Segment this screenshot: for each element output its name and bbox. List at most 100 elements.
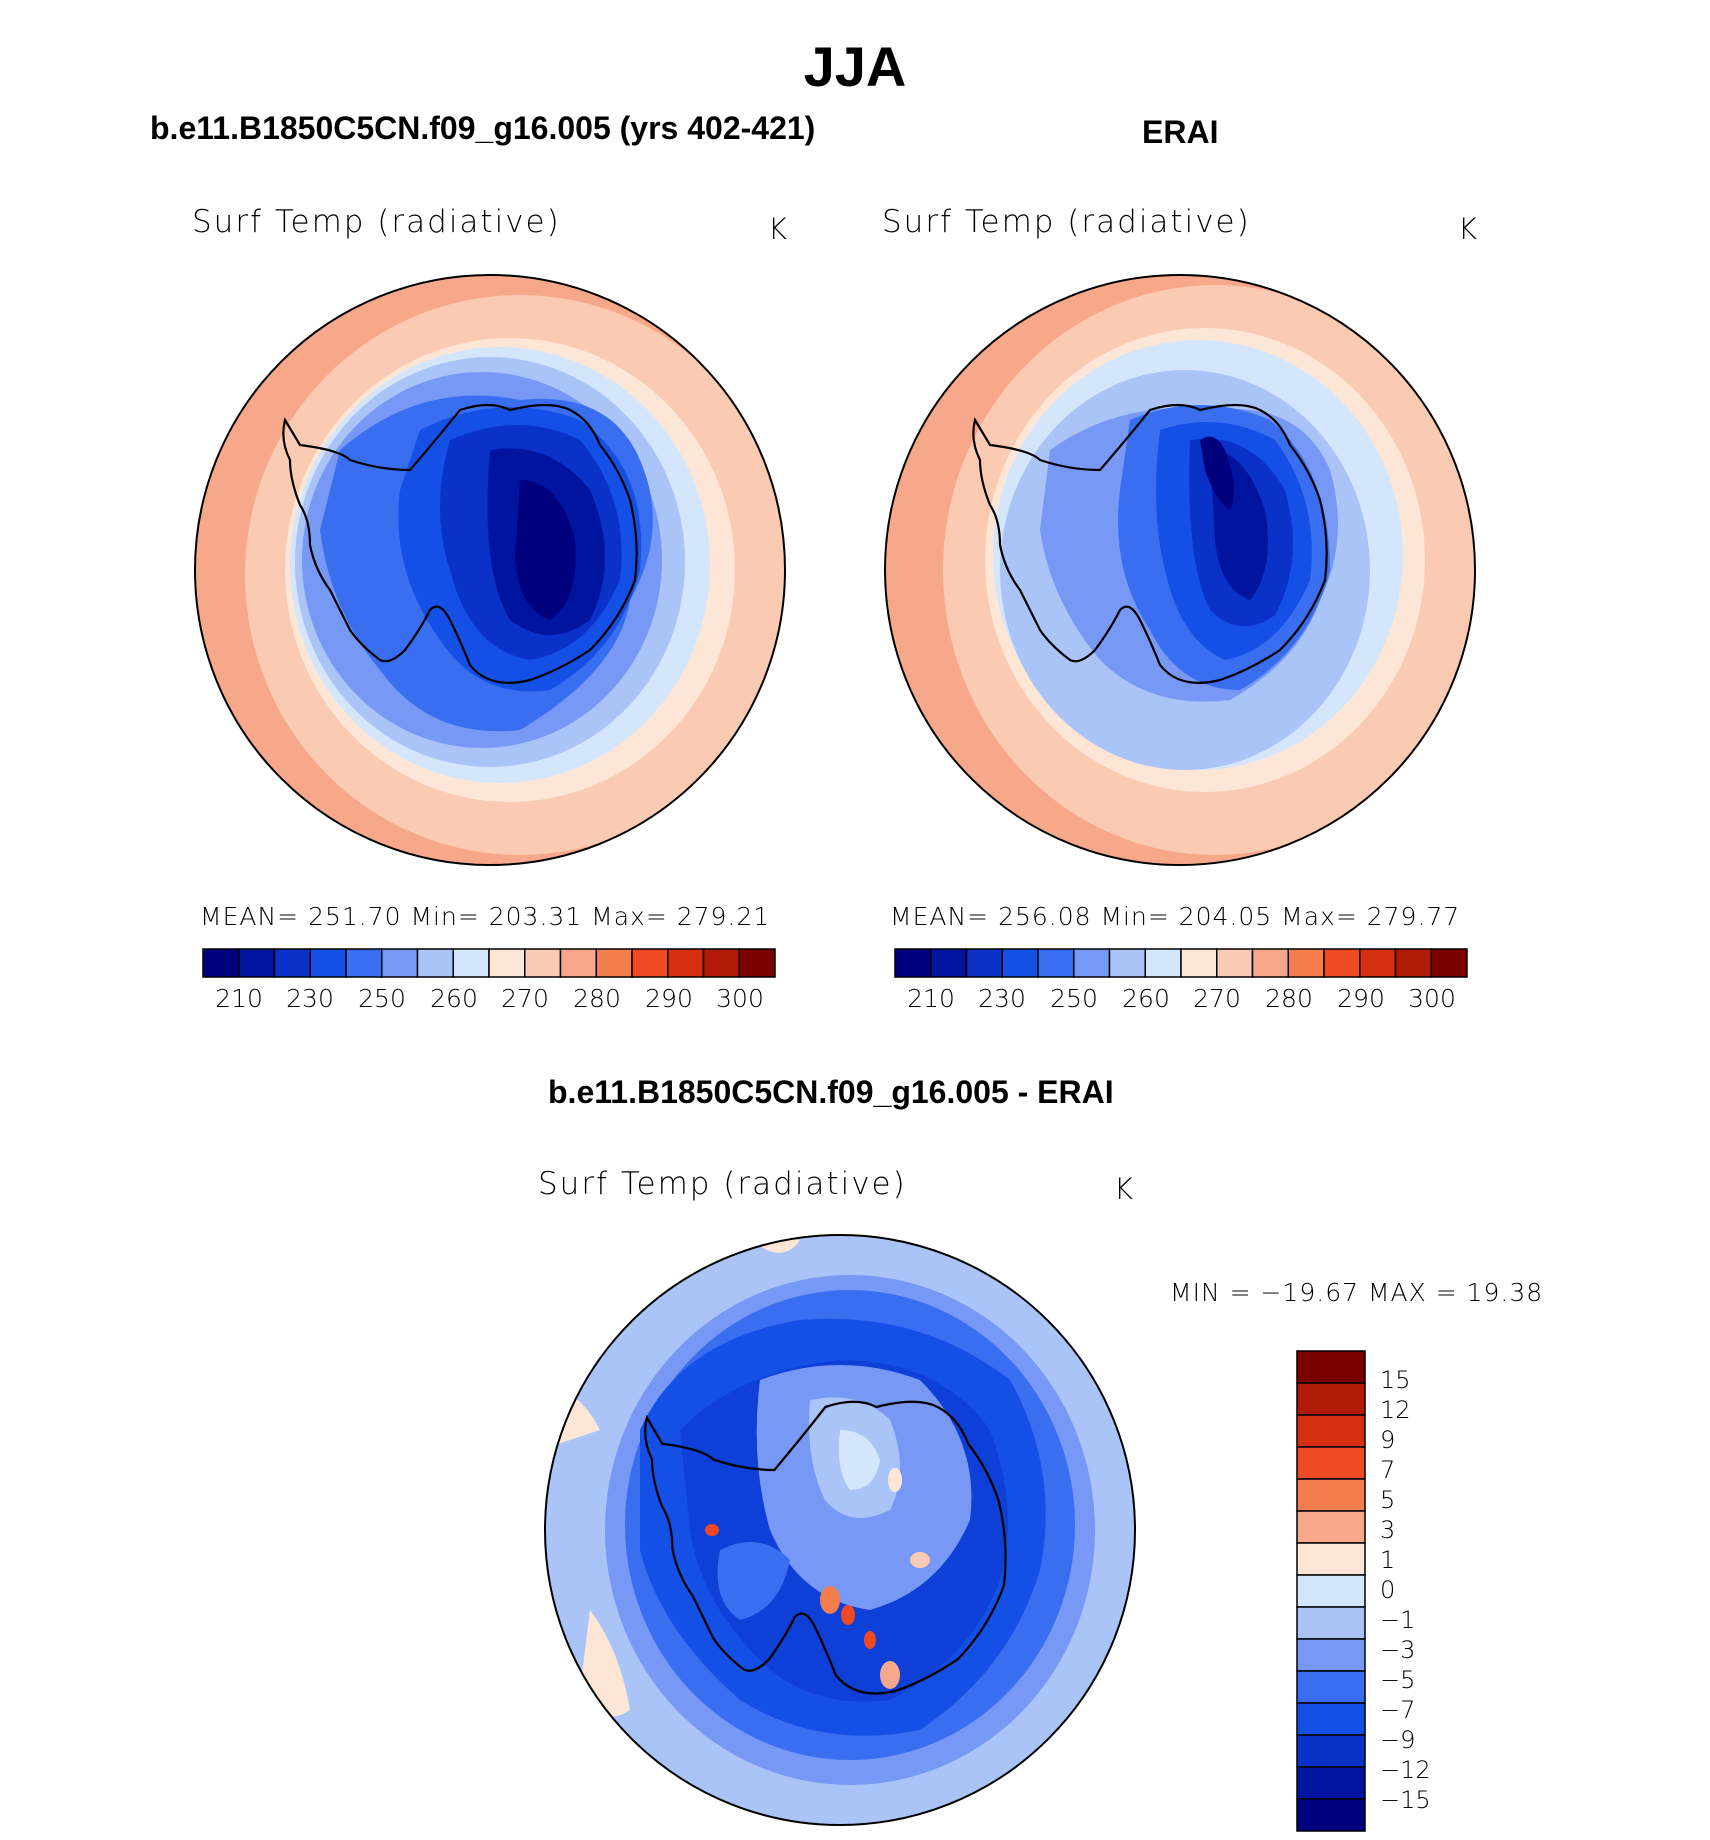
diff-colorbar-swatch — [1296, 1734, 1366, 1768]
diff-colorbar-swatch — [1296, 1542, 1366, 1576]
diff-colorbar-swatch — [1296, 1414, 1366, 1448]
diff-panel-title: b.e11.B1850C5CN.f09_g16.005 - ERAI — [548, 1074, 1114, 1110]
right-colorbar-swatch — [930, 948, 968, 978]
right-tick-250: 250 — [1050, 984, 1098, 1013]
diff-tick-neg12: −12 — [1380, 1756, 1431, 1784]
left-colorbar-swatch — [452, 948, 490, 978]
right-colorbar-ticks: 210 230 250 260 270 280 290 300 — [894, 984, 1468, 1016]
left-colorbar-swatch — [738, 948, 776, 978]
right-colorbar-swatch — [1359, 948, 1397, 978]
diff-colorbar-swatch — [1296, 1606, 1366, 1640]
diff-units-label: K — [1114, 1172, 1134, 1206]
right-panel-title: ERAI — [1142, 114, 1219, 150]
diff-tick-neg3: −3 — [1380, 1636, 1416, 1664]
right-tick-300: 300 — [1408, 984, 1456, 1013]
left-tick-260: 260 — [430, 984, 478, 1013]
diff-tick-neg1: −1 — [1380, 1606, 1416, 1634]
right-colorbar-swatch — [1287, 948, 1325, 978]
right-colorbar-swatch — [1180, 948, 1218, 978]
left-polar-map — [194, 274, 786, 866]
right-tick-280: 280 — [1265, 984, 1313, 1013]
diff-stats: MIN = −19.67 MAX = 19.38 — [1170, 1278, 1544, 1307]
right-tick-260: 260 — [1122, 984, 1170, 1013]
right-colorbar-swatch — [1394, 948, 1432, 978]
diff-tick-0: 0 — [1380, 1576, 1396, 1604]
diff-colorbar-swatch — [1296, 1510, 1366, 1544]
right-colorbar-swatch — [1001, 948, 1039, 978]
left-tick-280: 280 — [573, 984, 621, 1013]
diff-colorbar-swatch — [1296, 1702, 1366, 1736]
diff-polar-map — [544, 1234, 1136, 1826]
diff-tick-7: 7 — [1380, 1456, 1396, 1484]
left-colorbar — [202, 948, 776, 978]
left-tick-210: 210 — [215, 984, 263, 1013]
diff-colorbar-ticks: 15 12 9 7 5 3 1 0 −1 −3 −5 −7 −9 −12 −15 — [1380, 1350, 1500, 1832]
left-variable-label: Surf Temp (radiative) — [192, 204, 561, 240]
right-colorbar-swatch — [1037, 948, 1075, 978]
left-colorbar-swatch — [702, 948, 740, 978]
right-colorbar-swatch — [1108, 948, 1146, 978]
diff-tick-neg15: −15 — [1380, 1786, 1431, 1814]
left-panel-title: b.e11.B1850C5CN.f09_g16.005 (yrs 402-421… — [150, 110, 816, 146]
right-colorbar-swatch — [1251, 948, 1289, 978]
right-tick-210: 210 — [907, 984, 955, 1013]
left-colorbar-swatch — [381, 948, 419, 978]
diff-tick-neg9: −9 — [1380, 1726, 1416, 1754]
left-tick-300: 300 — [716, 984, 764, 1013]
diff-tick-5: 5 — [1380, 1486, 1396, 1514]
right-tick-270: 270 — [1193, 984, 1241, 1013]
diff-tick-9: 9 — [1380, 1426, 1396, 1454]
left-colorbar-swatch — [273, 948, 311, 978]
right-colorbar-swatch — [894, 948, 932, 978]
diff-colorbar-swatch — [1296, 1478, 1366, 1512]
diff-tick-12: 12 — [1380, 1396, 1411, 1424]
diff-tick-1: 1 — [1380, 1546, 1396, 1574]
diff-variable-label: Surf Temp (radiative) — [538, 1166, 907, 1202]
diff-colorbar-swatch — [1296, 1382, 1366, 1416]
left-tick-250: 250 — [358, 984, 406, 1013]
left-colorbar-swatch — [416, 948, 454, 978]
left-colorbar-swatch — [345, 948, 383, 978]
right-colorbar — [894, 948, 1468, 978]
right-colorbar-swatch — [965, 948, 1003, 978]
left-colorbar-swatch — [238, 948, 276, 978]
diff-colorbar-swatch — [1296, 1766, 1366, 1800]
diff-colorbar-swatch — [1296, 1798, 1366, 1832]
diff-colorbar — [1296, 1350, 1366, 1832]
diff-colorbar-swatch — [1296, 1350, 1366, 1384]
left-colorbar-swatch — [488, 948, 526, 978]
left-colorbar-swatch — [524, 948, 562, 978]
right-colorbar-swatch — [1073, 948, 1111, 978]
right-colorbar-swatch — [1144, 948, 1182, 978]
left-colorbar-swatch — [202, 948, 240, 978]
left-colorbar-swatch — [631, 948, 669, 978]
diff-colorbar-swatch — [1296, 1638, 1366, 1672]
left-colorbar-swatch — [559, 948, 597, 978]
left-tick-270: 270 — [501, 984, 549, 1013]
right-polar-map — [884, 274, 1476, 866]
right-tick-290: 290 — [1337, 984, 1385, 1013]
left-tick-230: 230 — [286, 984, 334, 1013]
diff-colorbar-swatch — [1296, 1574, 1366, 1608]
diff-colorbar-swatch — [1296, 1670, 1366, 1704]
left-colorbar-ticks: 210 230 250 260 270 280 290 300 — [202, 984, 776, 1016]
diff-tick-15: 15 — [1380, 1366, 1411, 1394]
right-variable-label: Surf Temp (radiative) — [882, 204, 1251, 240]
figure-title: JJA — [803, 35, 907, 98]
right-colorbar-swatch — [1430, 948, 1468, 978]
right-stats: MEAN= 256.08 Min= 204.05 Max= 279.77 — [890, 902, 1461, 931]
left-tick-290: 290 — [645, 984, 693, 1013]
diff-tick-neg5: −5 — [1380, 1666, 1416, 1694]
right-colorbar-swatch — [1323, 948, 1361, 978]
diff-colorbar-swatch — [1296, 1446, 1366, 1480]
left-colorbar-swatch — [595, 948, 633, 978]
diff-tick-3: 3 — [1380, 1516, 1396, 1544]
diff-tick-neg7: −7 — [1380, 1696, 1416, 1724]
left-stats: MEAN= 251.70 Min= 203.31 Max= 279.21 — [200, 902, 771, 931]
left-colorbar-swatch — [667, 948, 705, 978]
left-colorbar-swatch — [309, 948, 347, 978]
right-tick-230: 230 — [978, 984, 1026, 1013]
right-colorbar-swatch — [1216, 948, 1254, 978]
right-units-label: K — [1458, 212, 1478, 246]
left-units-label: K — [768, 212, 788, 246]
